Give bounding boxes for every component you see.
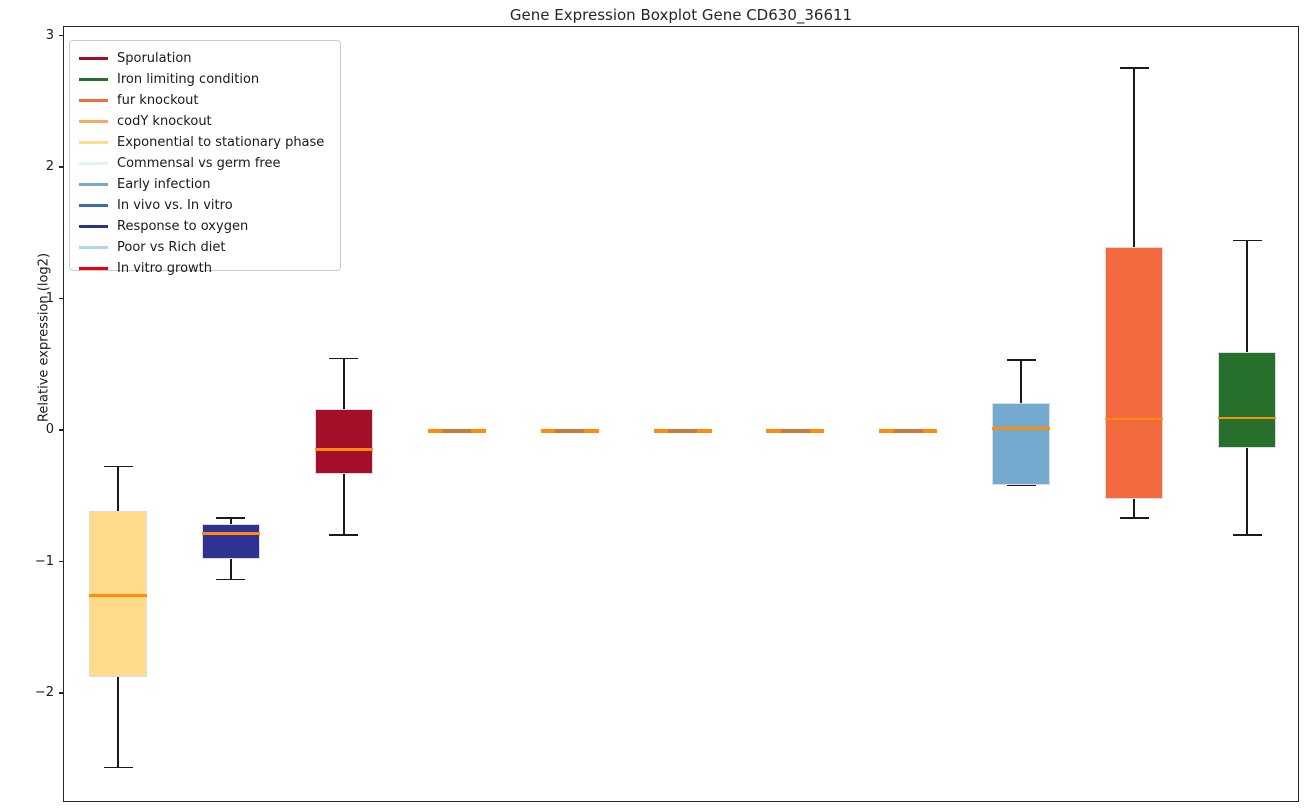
legend-label: Poor vs Rich diet <box>117 240 226 255</box>
upper-whisker-cap <box>103 465 133 468</box>
legend-color-swatch <box>79 141 108 144</box>
y-tick-label: 3 <box>45 27 54 43</box>
lower-whisker-cap <box>103 766 133 769</box>
box <box>1218 352 1276 449</box>
legend-color-swatch <box>79 78 108 81</box>
lower-whisker-cap <box>1006 484 1036 486</box>
upper-whisker <box>1246 240 1248 353</box>
upper-whisker-cap <box>1119 67 1149 69</box>
y-tick-label: −1 <box>34 553 54 569</box>
legend-label: Commensal vs germ free <box>117 156 281 171</box>
y-tick-mark <box>59 692 63 694</box>
box <box>314 408 373 475</box>
legend-item: Poor vs Rich diet <box>79 237 330 258</box>
legend-item: Response to oxygen <box>79 216 330 237</box>
y-tick-mark <box>59 34 63 37</box>
whisker-cap <box>780 429 810 433</box>
upper-whisker-cap <box>1232 239 1262 242</box>
legend-label: Iron limiting condition <box>117 72 260 87</box>
legend-color-swatch <box>79 204 108 207</box>
legend-item: fur knockout <box>79 90 330 111</box>
legend-color-swatch <box>79 246 108 249</box>
legend-item: Exponential to stationary phase <box>79 132 330 153</box>
whisker-cap <box>893 429 923 433</box>
legend-color-swatch <box>79 267 108 270</box>
upper-whisker <box>1020 359 1022 404</box>
lower-whisker-cap <box>1232 534 1262 536</box>
legend-label: Exponential to stationary phase <box>117 135 325 150</box>
y-tick-mark <box>59 429 63 431</box>
whisker-cap <box>442 429 472 433</box>
upper-whisker <box>343 358 345 409</box>
median-line <box>314 448 373 451</box>
lower-whisker <box>230 558 232 580</box>
upper-whisker-cap <box>1006 359 1036 361</box>
legend-label: Early infection <box>117 177 211 192</box>
legend-item: Sporulation <box>79 48 330 69</box>
legend-item: Iron limiting condition <box>79 69 330 90</box>
legend-color-swatch <box>79 120 108 123</box>
box <box>201 524 260 559</box>
legend-label: fur knockout <box>117 93 199 108</box>
median-line <box>992 427 1051 430</box>
lower-whisker <box>117 676 119 768</box>
y-tick-label: −2 <box>34 685 54 700</box>
lower-whisker <box>1246 448 1248 535</box>
upper-whisker <box>1133 68 1135 247</box>
upper-whisker <box>117 466 119 512</box>
y-tick-label: 2 <box>45 159 54 174</box>
box <box>1105 246 1164 500</box>
lower-whisker <box>343 474 345 535</box>
whisker-cap <box>555 429 585 433</box>
y-tick-label: 1 <box>45 290 54 306</box>
y-tick-label: 0 <box>45 422 54 437</box>
legend-color-swatch <box>79 99 108 102</box>
legend-item: codY knockout <box>79 111 330 132</box>
legend-item: In vitro growth <box>79 258 330 279</box>
plot-area: Sporulation Iron limiting condition fur kn… <box>63 26 1299 802</box>
whisker-cap <box>668 429 697 433</box>
lower-whisker <box>1133 499 1135 518</box>
legend-label: Sporulation <box>117 51 192 66</box>
legend: Sporulation Iron limiting condition fur kn… <box>69 40 341 276</box>
lower-whisker-cap <box>1119 517 1149 519</box>
box <box>89 511 147 677</box>
legend-label: Response to oxygen <box>117 219 249 234</box>
legend-label: In vivo vs. In vitro <box>117 198 233 213</box>
legend-color-swatch <box>79 162 108 165</box>
chart-title: Gene Expression Boxplot Gene CD630_36611 <box>509 6 853 24</box>
y-tick-mark <box>59 166 63 168</box>
upper-whisker <box>230 517 232 525</box>
legend-item: In vivo vs. In vitro <box>79 195 330 216</box>
upper-whisker-cap <box>329 357 359 360</box>
median-line <box>1218 416 1276 420</box>
legend-color-swatch <box>79 225 108 228</box>
legend-item: Early infection <box>79 174 330 195</box>
y-tick-mark <box>59 560 63 563</box>
legend-label: codY knockout <box>117 114 212 129</box>
lower-whisker-cap <box>216 578 246 581</box>
legend-item: Commensal vs germ free <box>79 153 330 174</box>
median-line <box>201 532 260 535</box>
legend-color-swatch <box>79 183 108 186</box>
box <box>992 403 1051 485</box>
legend-color-swatch <box>79 57 108 60</box>
legend-label: In vitro growth <box>117 261 212 276</box>
median-line <box>89 594 147 597</box>
y-axis-label: Relative expression (log2) <box>36 252 52 423</box>
lower-whisker-cap <box>329 534 359 536</box>
y-tick-mark <box>59 297 63 300</box>
upper-whisker-cap <box>216 517 246 519</box>
median-line <box>1105 417 1164 421</box>
